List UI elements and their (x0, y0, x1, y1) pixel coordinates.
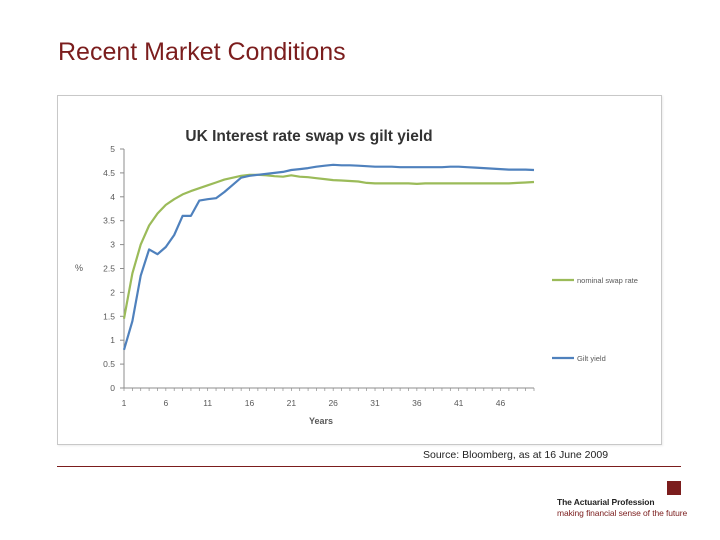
axes: 00.511.522.533.544.551 6 11 16 21 26 31 36 41 46 (103, 144, 535, 408)
series-line-gilt-yield (122, 163, 535, 351)
brand-tagline: making financial sense of the future (557, 508, 688, 518)
y-axis-label: % (75, 263, 83, 273)
x-tick-label: 21 (287, 398, 297, 408)
x-tick-label: 36 (412, 398, 422, 408)
x-axis-label: Years (309, 416, 333, 426)
y-tick-label: 5 (110, 144, 115, 154)
series-lines (122, 163, 535, 351)
series-line-nominal-swap-rate (122, 173, 535, 319)
legend-label-nominal-swap-rate: nominal swap rate (577, 276, 638, 285)
y-tick-label: 2 (110, 287, 115, 297)
x-tick-label: 26 (328, 398, 338, 408)
x-tick-label: 16 (245, 398, 255, 408)
x-tick-label: 6 (163, 398, 168, 408)
y-tick-label: 1.5 (103, 311, 115, 321)
chart-frame: UK Interest rate swap vs gilt yield % Ye… (57, 95, 662, 445)
legend: nominal swap rate Gilt yield (552, 276, 638, 363)
y-tick-label: 3 (110, 240, 115, 250)
footer-rule (57, 466, 681, 467)
y-tick-label: 2.5 (103, 264, 115, 274)
y-tick-label: 4 (110, 192, 115, 202)
brand-name: The Actuarial Profession (557, 497, 655, 507)
y-tick-label: 4.5 (103, 168, 115, 178)
line-chart: UK Interest rate swap vs gilt yield % Ye… (75, 128, 638, 426)
y-tick-label: 0.5 (103, 359, 115, 369)
x-tick-label: 31 (370, 398, 380, 408)
source-note: Source: Bloomberg, as at 16 June 2009 (423, 449, 609, 461)
x-tick-label: 41 (454, 398, 464, 408)
chart-title: UK Interest rate swap vs gilt yield (185, 128, 432, 145)
brand-logo-square (667, 481, 681, 495)
slide-title: Recent Market Conditions (58, 38, 346, 66)
legend-label-gilt-yield: Gilt yield (577, 354, 606, 363)
x-tick-label: 1 (122, 398, 127, 408)
x-tick-label: 11 (203, 398, 212, 408)
y-tick-label: 0 (110, 383, 115, 393)
x-tick-label: 46 (496, 398, 506, 408)
y-tick-label: 1 (110, 335, 115, 345)
y-tick-label: 3.5 (103, 216, 115, 226)
